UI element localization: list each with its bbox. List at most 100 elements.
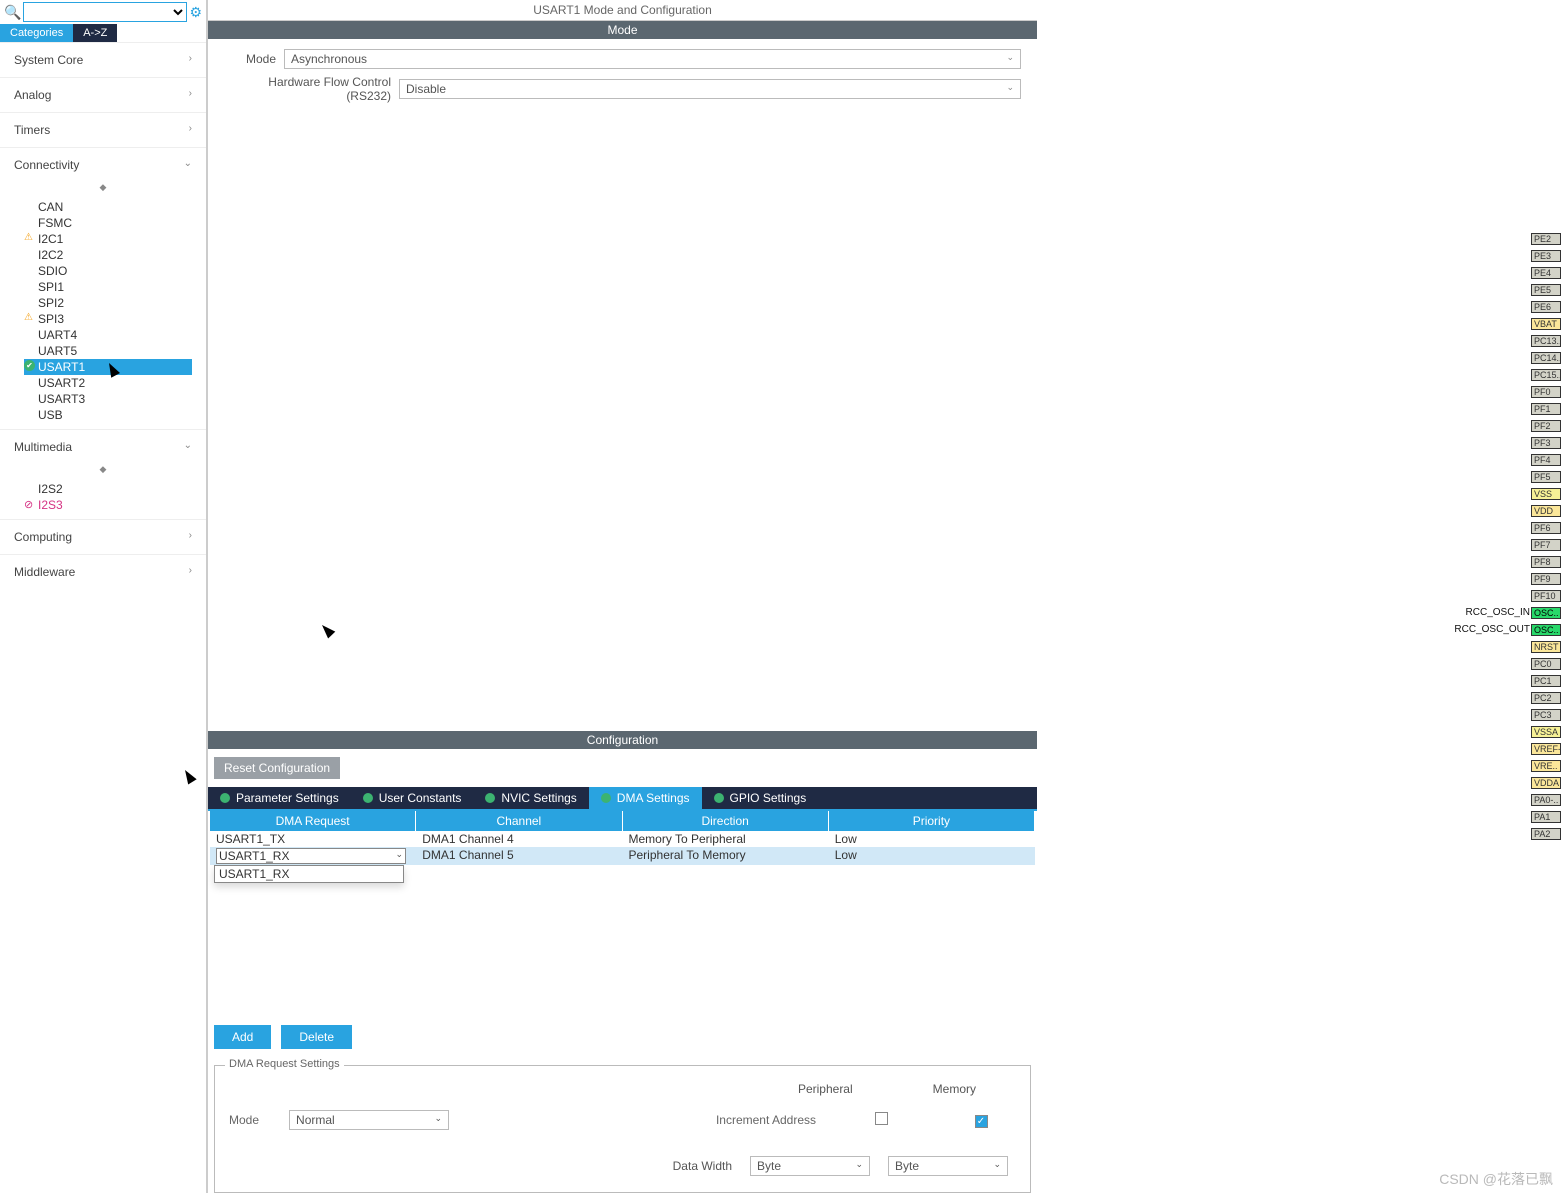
pin-box[interactable]: PE4	[1531, 267, 1561, 279]
collapse-icon[interactable]: ◆	[0, 464, 206, 479]
pin-box[interactable]: PF5	[1531, 471, 1561, 483]
pin-box[interactable]: PA2	[1531, 828, 1561, 840]
ok-icon	[714, 793, 724, 803]
sidebar-item-uart5[interactable]: UART5	[38, 343, 206, 359]
pin-box[interactable]: NRST	[1531, 641, 1561, 653]
sidebar-item-spi2[interactable]: SPI2	[38, 295, 206, 311]
dma-mode-select[interactable]: Normal⌄	[289, 1110, 449, 1130]
pin-box[interactable]: OSC..	[1531, 607, 1561, 619]
pin-box[interactable]: PF1	[1531, 403, 1561, 415]
pin-box[interactable]: PF4	[1531, 454, 1561, 466]
pin-box[interactable]: PA0-..	[1531, 794, 1561, 806]
pin-box[interactable]: PF0	[1531, 386, 1561, 398]
pin-box[interactable]: VREF-	[1531, 743, 1561, 755]
sidebar-item-i2s2[interactable]: I2S2	[38, 481, 206, 497]
sidebar-item-usart3[interactable]: USART3	[38, 391, 206, 407]
add-button[interactable]: Add	[214, 1025, 271, 1049]
group-system-core[interactable]: System Core›	[0, 42, 206, 77]
sidebar-item-spi3[interactable]: SPI3	[38, 311, 206, 327]
pin-box[interactable]: VSS	[1531, 488, 1561, 500]
sidebar-item-spi1[interactable]: SPI1	[38, 279, 206, 295]
pin-box[interactable]: PC13..	[1531, 335, 1561, 347]
table-row[interactable]: USART1_TX DMA1 Channel 4 Memory To Perip…	[210, 831, 1035, 847]
pin-box[interactable]: VRE..	[1531, 760, 1561, 772]
delete-button[interactable]: Delete	[281, 1025, 352, 1049]
sidebar-item-sdio[interactable]: SDIO	[38, 263, 206, 279]
pin-box[interactable]: PC1	[1531, 675, 1561, 687]
tab-az[interactable]: A->Z	[73, 24, 117, 42]
tab-dma-settings[interactable]: DMA Settings	[589, 787, 702, 809]
dma-request-select[interactable]: USART1_RX⌄	[216, 848, 406, 864]
pin-box[interactable]: PC14..	[1531, 352, 1561, 364]
reset-config-button[interactable]: Reset Configuration	[214, 757, 340, 779]
pin-label: RCC_OSC_IN	[1466, 607, 1531, 618]
tab-parameter-settings[interactable]: Parameter Settings	[208, 787, 351, 809]
group-multimedia[interactable]: Multimedia⌄	[0, 429, 206, 464]
pin-box[interactable]: PF10	[1531, 590, 1561, 602]
tab-categories[interactable]: Categories	[0, 24, 73, 42]
center-panel: USART1 Mode and Configuration Mode Mode …	[207, 0, 1037, 1193]
pin-box[interactable]: PC3	[1531, 709, 1561, 721]
peripheral-increment-checkbox[interactable]	[875, 1112, 888, 1125]
pin-box[interactable]: PF6	[1531, 522, 1561, 534]
peripheral-data-width-select[interactable]: Byte⌄	[750, 1156, 870, 1176]
pin-box[interactable]: PF3	[1531, 437, 1561, 449]
group-middleware[interactable]: Middleware›	[0, 554, 206, 589]
dma-table: DMA Request Channel Direction Priority U…	[210, 811, 1035, 865]
data-width-label: Data Width	[673, 1159, 732, 1173]
group-timers[interactable]: Timers›	[0, 112, 206, 147]
memory-data-width-select[interactable]: Byte⌄	[888, 1156, 1008, 1176]
pin-box[interactable]: PE2	[1531, 233, 1561, 245]
mode-section-header: Mode	[208, 21, 1037, 39]
tab-gpio-settings[interactable]: GPIO Settings	[702, 787, 819, 809]
group-analog[interactable]: Analog›	[0, 77, 206, 112]
pin-box[interactable]: PA1	[1531, 811, 1561, 823]
pin-box[interactable]: VDD	[1531, 505, 1561, 517]
pin-box[interactable]: OSC..	[1531, 624, 1561, 636]
ok-icon	[601, 793, 611, 803]
sidebar-item-can[interactable]: CAN	[38, 199, 206, 215]
pin-box[interactable]: PE3	[1531, 250, 1561, 262]
search-select[interactable]	[23, 2, 187, 22]
group-connectivity[interactable]: Connectivity⌄	[0, 147, 206, 182]
pin-box[interactable]: PF2	[1531, 420, 1561, 432]
pin-box[interactable]: VBAT	[1531, 318, 1561, 330]
mode-select[interactable]: Asynchronous⌄	[284, 49, 1021, 69]
sidebar-item-i2c2[interactable]: I2C2	[38, 247, 206, 263]
group-computing[interactable]: Computing›	[0, 519, 206, 554]
chevron-right-icon: ›	[189, 123, 192, 137]
dma-request-value: USART1_RX	[219, 849, 289, 863]
sidebar-item-usb[interactable]: USB	[38, 407, 206, 423]
table-row[interactable]: USART1_RX⌄ DMA1 Channel 5 Peripheral To …	[210, 847, 1035, 865]
pin-box[interactable]: PE5	[1531, 284, 1561, 296]
sidebar-item-uart4[interactable]: UART4	[38, 327, 206, 343]
sidebar-item-i2s3[interactable]: I2S3	[38, 497, 206, 513]
pin-box[interactable]: PC15..	[1531, 369, 1561, 381]
sidebar-item-fsmc[interactable]: FSMC	[38, 215, 206, 231]
dropdown-item[interactable]: USART1_RX	[219, 867, 399, 881]
gear-icon[interactable]: ⚙	[189, 4, 202, 21]
pin-box[interactable]: VSSA	[1531, 726, 1561, 738]
pin-box[interactable]: PF8	[1531, 556, 1561, 568]
ok-icon	[485, 793, 495, 803]
memory-increment-checkbox[interactable]: ✓	[975, 1115, 988, 1128]
pin-box[interactable]: VDDA	[1531, 777, 1561, 789]
tab-nvic-settings[interactable]: NVIC Settings	[473, 787, 588, 809]
connectivity-items: CAN FSMC I2C1 I2C2 SDIO SPI1 SPI2 SPI3 U…	[0, 197, 206, 429]
tab-user-constants[interactable]: User Constants	[351, 787, 474, 809]
ok-icon	[220, 793, 230, 803]
cell-req[interactable]: USART1_RX⌄	[210, 847, 416, 865]
sidebar-item-usart1[interactable]: USART1	[24, 359, 192, 375]
collapse-icon[interactable]: ◆	[0, 182, 206, 197]
pin-box[interactable]: PF9	[1531, 573, 1561, 585]
pin-box[interactable]: PF7	[1531, 539, 1561, 551]
pin-label: RCC_OSC_OUT	[1454, 624, 1531, 635]
pin-box[interactable]: PE6	[1531, 301, 1561, 313]
pin-box[interactable]: PC0	[1531, 658, 1561, 670]
hwfc-select[interactable]: Disable⌄	[399, 79, 1021, 99]
sidebar-item-usart2[interactable]: USART2	[38, 375, 206, 391]
dma-request-dropdown[interactable]: USART1_RX	[214, 865, 404, 883]
col-dma-request: DMA Request	[210, 811, 416, 831]
sidebar-item-i2c1[interactable]: I2C1	[38, 231, 206, 247]
pin-box[interactable]: PC2	[1531, 692, 1561, 704]
